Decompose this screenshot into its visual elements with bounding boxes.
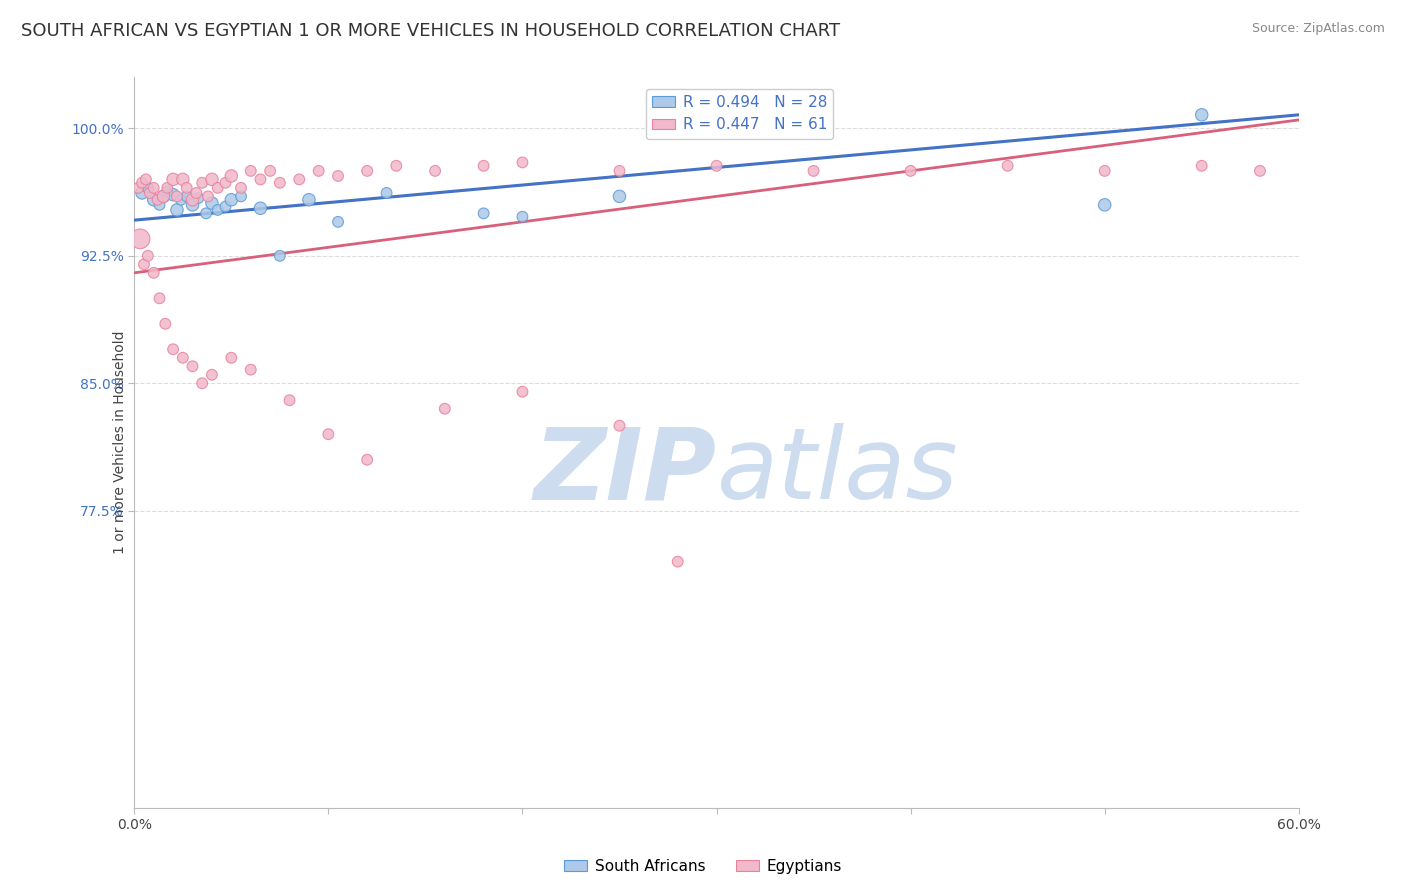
Point bbox=[259, 164, 281, 178]
Point bbox=[229, 181, 252, 195]
Point bbox=[666, 555, 689, 569]
Point bbox=[162, 187, 184, 202]
Point bbox=[472, 159, 495, 173]
Point bbox=[221, 351, 243, 365]
Point bbox=[997, 159, 1019, 173]
Point bbox=[142, 193, 165, 207]
Point bbox=[132, 257, 155, 271]
Point bbox=[214, 200, 236, 214]
Point bbox=[221, 193, 243, 207]
Point bbox=[162, 172, 184, 186]
Point bbox=[156, 181, 179, 195]
Point bbox=[201, 368, 224, 382]
Point bbox=[269, 249, 291, 263]
Point bbox=[131, 176, 153, 190]
Point bbox=[176, 181, 198, 195]
Point bbox=[129, 232, 152, 246]
Point bbox=[191, 176, 214, 190]
Point bbox=[423, 164, 446, 178]
Point bbox=[298, 193, 321, 207]
Point bbox=[170, 193, 193, 207]
Point bbox=[207, 181, 229, 195]
Point bbox=[318, 427, 340, 442]
Point bbox=[249, 201, 271, 215]
Point bbox=[166, 202, 188, 217]
Point bbox=[195, 206, 218, 220]
Point bbox=[221, 169, 243, 183]
Point bbox=[166, 189, 188, 203]
Point bbox=[148, 291, 170, 305]
Point bbox=[375, 186, 398, 200]
Point bbox=[433, 401, 456, 416]
Point bbox=[152, 189, 174, 203]
Point bbox=[609, 418, 631, 433]
Point bbox=[135, 172, 157, 186]
Point bbox=[1191, 159, 1213, 173]
Text: SOUTH AFRICAN VS EGYPTIAN 1 OR MORE VEHICLES IN HOUSEHOLD CORRELATION CHART: SOUTH AFRICAN VS EGYPTIAN 1 OR MORE VEHI… bbox=[21, 22, 841, 40]
Point bbox=[139, 186, 162, 200]
Point bbox=[308, 164, 330, 178]
Point bbox=[472, 206, 495, 220]
Point bbox=[239, 362, 262, 376]
Point bbox=[181, 359, 204, 374]
Y-axis label: 1 or more Vehicles in Household: 1 or more Vehicles in Household bbox=[114, 331, 128, 555]
Text: Source: ZipAtlas.com: Source: ZipAtlas.com bbox=[1251, 22, 1385, 36]
Point bbox=[229, 189, 252, 203]
Point bbox=[136, 181, 159, 195]
Point bbox=[201, 196, 224, 211]
Point bbox=[1094, 164, 1116, 178]
Point bbox=[512, 384, 534, 399]
Point bbox=[609, 164, 631, 178]
Point bbox=[187, 191, 209, 205]
Point bbox=[172, 351, 194, 365]
Point bbox=[136, 249, 159, 263]
Point bbox=[181, 193, 204, 207]
Point bbox=[1191, 108, 1213, 122]
Point bbox=[269, 176, 291, 190]
Point bbox=[278, 393, 301, 408]
Point bbox=[239, 164, 262, 178]
Legend: R = 0.494   N = 28, R = 0.447   N = 61: R = 0.494 N = 28, R = 0.447 N = 61 bbox=[647, 88, 834, 138]
Point bbox=[162, 343, 184, 357]
Point bbox=[197, 189, 219, 203]
Legend: South Africans, Egyptians: South Africans, Egyptians bbox=[558, 853, 848, 880]
Point bbox=[131, 186, 153, 200]
Point bbox=[156, 184, 179, 198]
Point bbox=[1094, 198, 1116, 212]
Point bbox=[155, 317, 177, 331]
Point bbox=[1249, 164, 1271, 178]
Point bbox=[385, 159, 408, 173]
Point bbox=[172, 172, 194, 186]
Point bbox=[201, 172, 224, 186]
Point bbox=[609, 189, 631, 203]
Point bbox=[356, 452, 378, 467]
Point bbox=[900, 164, 922, 178]
Point bbox=[127, 181, 149, 195]
Point bbox=[176, 189, 198, 203]
Point bbox=[706, 159, 728, 173]
Point bbox=[148, 198, 170, 212]
Point bbox=[142, 266, 165, 280]
Point bbox=[186, 186, 208, 200]
Point bbox=[326, 215, 349, 229]
Point bbox=[207, 202, 229, 217]
Point bbox=[326, 169, 349, 183]
Point bbox=[356, 164, 378, 178]
Point bbox=[249, 172, 271, 186]
Point bbox=[512, 155, 534, 169]
Point bbox=[512, 210, 534, 224]
Point bbox=[152, 189, 174, 203]
Point bbox=[146, 193, 169, 207]
Text: ZIP: ZIP bbox=[533, 424, 717, 520]
Point bbox=[288, 172, 311, 186]
Text: atlas: atlas bbox=[717, 424, 957, 520]
Point bbox=[142, 181, 165, 195]
Point bbox=[214, 176, 236, 190]
Point bbox=[191, 376, 214, 391]
Point bbox=[803, 164, 825, 178]
Point bbox=[181, 198, 204, 212]
